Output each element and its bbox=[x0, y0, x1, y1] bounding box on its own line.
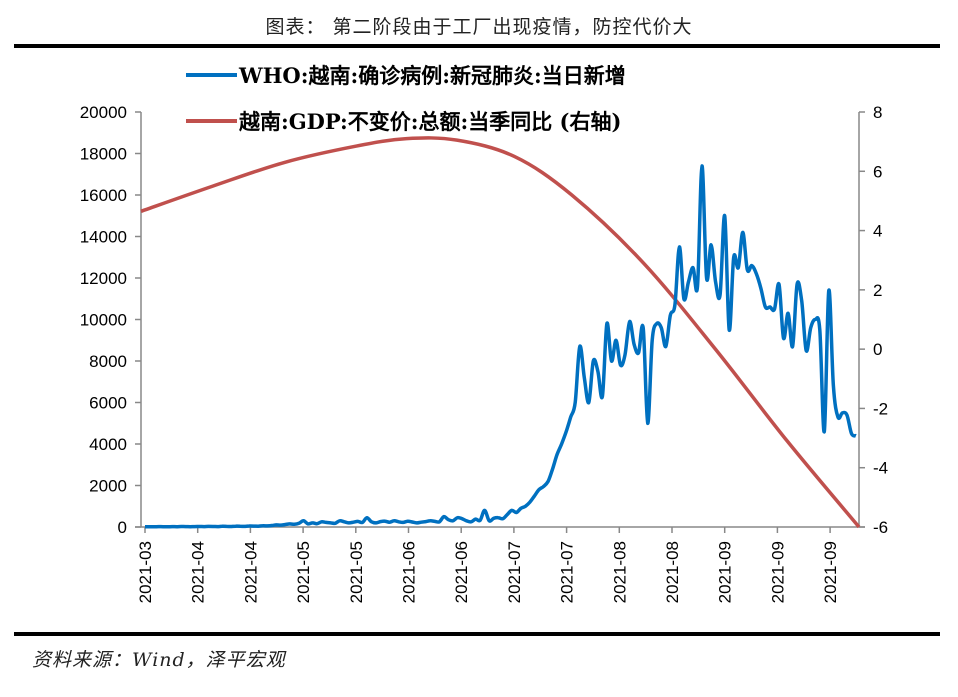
x-tick-label: 2021-08 bbox=[663, 541, 682, 603]
x-tick-label: 2021-09 bbox=[768, 541, 787, 603]
x-tick-label: 2021-09 bbox=[716, 541, 735, 603]
left-tick-label: 16000 bbox=[80, 186, 127, 205]
left-tick-label: 12000 bbox=[80, 269, 127, 288]
legend-label-gdp: 越南:GDP:不变价:总额:当季同比 (右轴) bbox=[238, 109, 621, 134]
right-tick-label: 6 bbox=[873, 162, 882, 181]
right-tick-label: 8 bbox=[873, 103, 882, 122]
left-tick-label: 10000 bbox=[80, 311, 127, 330]
right-tick-label: -2 bbox=[873, 399, 888, 418]
x-tick-label: 2021-06 bbox=[452, 541, 471, 603]
series-group bbox=[140, 136, 861, 529]
left-tick-label: 14000 bbox=[80, 228, 127, 247]
left-tick-label: 0 bbox=[118, 518, 127, 537]
legend: WHO:越南:确诊病例:新冠肺炎:当日新增 越南:GDP:不变价:总额:当季同比… bbox=[186, 63, 626, 134]
x-tick-label: 2021-04 bbox=[189, 541, 208, 603]
x-tick-label: 2021-04 bbox=[241, 541, 260, 603]
top-rule bbox=[14, 44, 940, 48]
x-tick-label: 2021-08 bbox=[610, 541, 629, 603]
x-tick-label: 2021-05 bbox=[347, 541, 366, 603]
right-tick-label: 0 bbox=[873, 340, 882, 359]
axes: 0 2000 4000 6000 8000 10000 12000 14000 16000 180… bbox=[80, 103, 888, 603]
left-tick-label: 4000 bbox=[89, 435, 127, 454]
x-tick-label: 2021-05 bbox=[294, 541, 313, 603]
left-tick-label: 6000 bbox=[89, 394, 127, 413]
left-tick-label: 18000 bbox=[80, 145, 127, 164]
left-tick-label: 8000 bbox=[89, 352, 127, 371]
right-tick-label: 4 bbox=[873, 222, 882, 241]
series-line-cases bbox=[144, 164, 857, 529]
chart-title: 图表： 第二阶段由于工厂出现疫情，防控代价大 bbox=[265, 16, 693, 38]
source-note: 资料来源：Wind，泽平宏观 bbox=[32, 649, 286, 671]
x-tick-label: 2021-09 bbox=[821, 541, 840, 603]
series-line-gdp bbox=[140, 136, 861, 529]
x-tick-label: 2021-07 bbox=[505, 541, 524, 603]
x-tick-label: 2021-06 bbox=[400, 541, 419, 603]
bottom-rule bbox=[14, 632, 940, 636]
x-tick-label: 2021-07 bbox=[558, 541, 577, 603]
legend-label-cases: WHO:越南:确诊病例:新冠肺炎:当日新增 bbox=[238, 63, 626, 88]
left-tick-label: 2000 bbox=[89, 477, 127, 496]
right-tick-label: 2 bbox=[873, 281, 882, 300]
right-tick-label: -4 bbox=[873, 459, 888, 478]
right-tick-label: -6 bbox=[873, 518, 888, 537]
left-tick-label: 20000 bbox=[80, 103, 127, 122]
x-tick-label: 2021-03 bbox=[136, 541, 155, 603]
